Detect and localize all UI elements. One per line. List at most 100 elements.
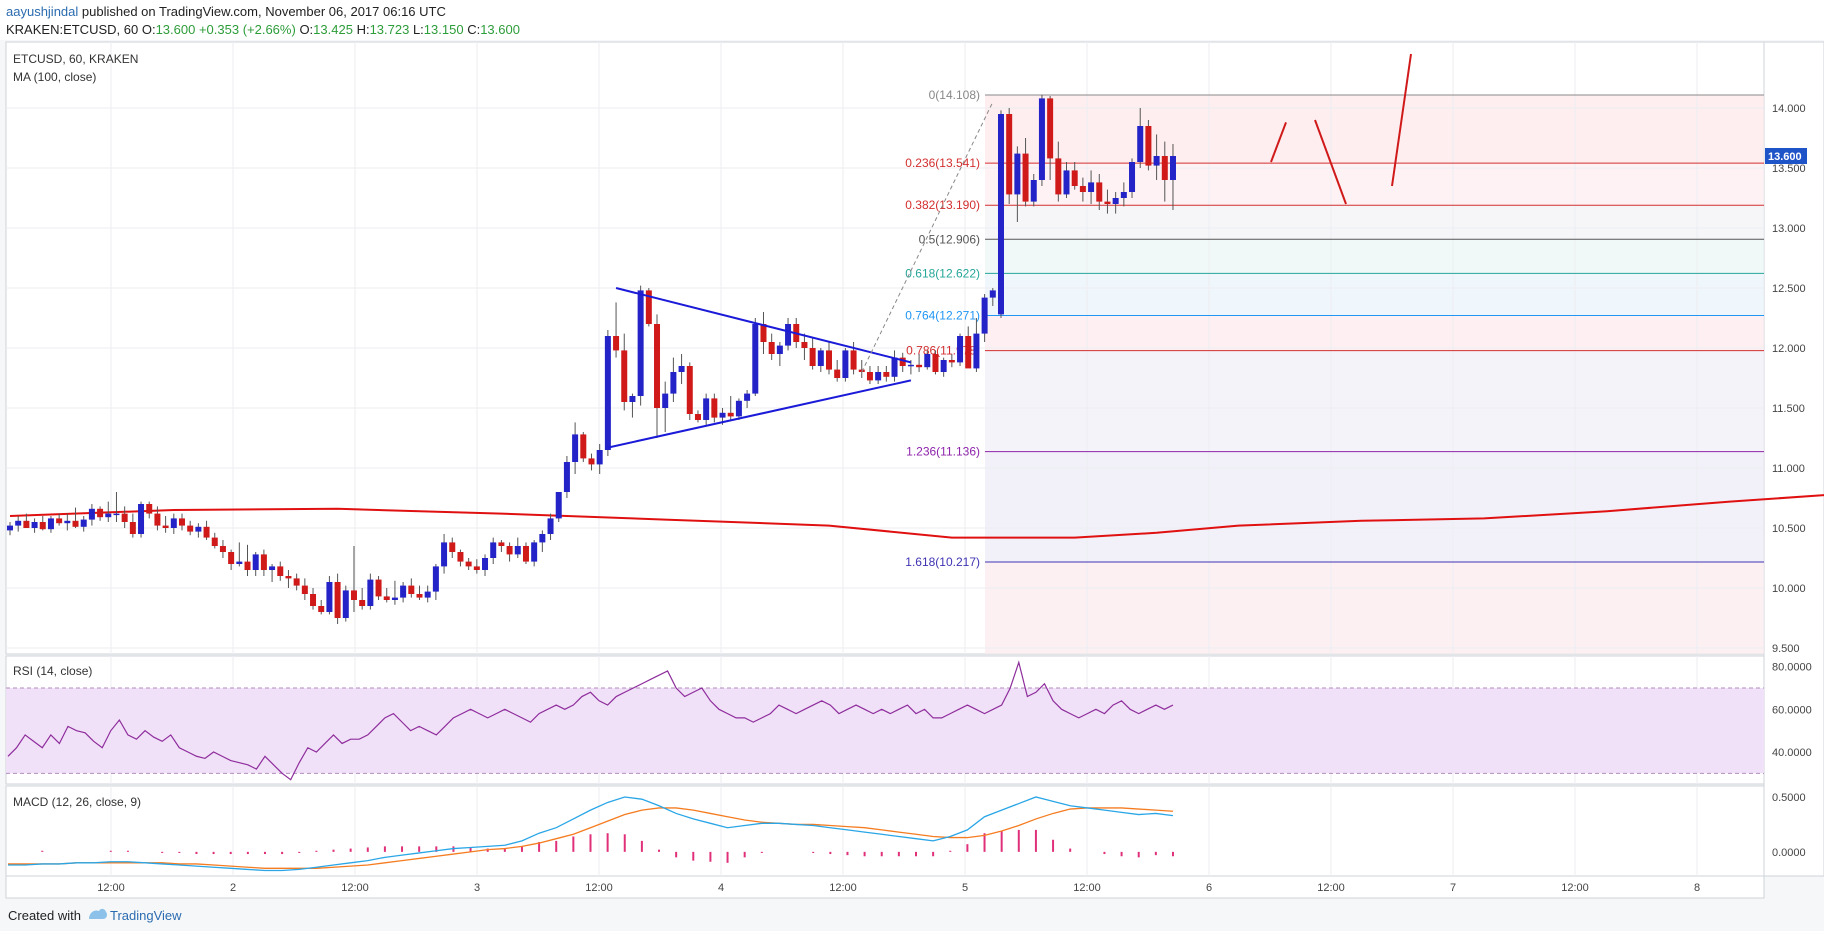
candle-body <box>39 522 46 530</box>
candle-body <box>490 542 497 558</box>
candle-body <box>760 324 767 342</box>
fib-label-0.764: 0.764(12.271) <box>905 308 980 322</box>
candle-body <box>260 554 267 570</box>
candle-body <box>285 576 292 579</box>
macd-line <box>8 796 1174 872</box>
candle-body <box>916 364 923 368</box>
candle-body <box>785 324 792 346</box>
fib-label-1.618: 1.618(10.217) <box>905 555 980 569</box>
header-bar: aayushjindal published on TradingView.co… <box>0 0 1824 40</box>
candle-body <box>1006 114 1013 195</box>
candle-body <box>965 336 972 369</box>
candle-body <box>424 591 431 598</box>
fib-zone-3 <box>985 239 1764 274</box>
candle-body <box>826 350 832 370</box>
candle-body <box>719 412 726 418</box>
time-tick-label: 12:00 <box>829 882 857 894</box>
candle-body <box>121 513 128 522</box>
candle-body <box>654 324 661 408</box>
candle-body <box>1088 182 1095 192</box>
candle-body <box>1038 98 1045 180</box>
candle-body <box>670 372 677 394</box>
candle-body <box>195 526 202 532</box>
candle-body <box>31 522 38 528</box>
candle-body <box>522 546 529 562</box>
candle-body <box>752 324 759 394</box>
candle-body <box>866 372 873 381</box>
macd-tick-label: 0.5000 <box>1772 792 1806 804</box>
candle-body <box>768 342 775 354</box>
fib-label-0: 0(14.108) <box>929 88 980 102</box>
candle-body <box>883 372 890 377</box>
open-value: 13.425 <box>313 22 353 37</box>
candle-body <box>219 546 226 552</box>
candle-body <box>588 458 595 465</box>
candle-body <box>391 597 398 600</box>
candle-body <box>555 492 562 519</box>
candle-body <box>400 585 407 598</box>
tradingview-brand[interactable]: TradingView <box>110 908 182 923</box>
candle-body <box>359 600 366 606</box>
candle-body <box>637 290 644 396</box>
macd-title: MACD (12, 26, close, 9) <box>13 795 141 809</box>
candle-body <box>244 561 251 570</box>
candle-body <box>727 412 734 417</box>
candle-body <box>7 525 13 531</box>
author-link[interactable]: aayushjindal <box>6 4 79 19</box>
candle-body <box>129 522 136 534</box>
candle-body <box>1079 186 1086 192</box>
candle-body <box>375 579 382 597</box>
ohlc-line: KRAKEN:ETCUSD, 60 O:13.600 +0.353 (+2.66… <box>6 22 520 37</box>
price-tick-label: 13.500 <box>1772 163 1806 175</box>
time-tick-label: 5 <box>962 882 968 894</box>
fib-label-1.236: 1.236(11.136) <box>906 445 980 459</box>
candle-body <box>1063 170 1070 195</box>
price-prefix: 13.600 <box>155 22 196 37</box>
price-tick-label: 10.500 <box>1772 523 1806 535</box>
time-axis-background <box>5 875 1765 899</box>
fib-zone-4 <box>985 273 1764 316</box>
candle-body <box>1055 158 1062 195</box>
fib-zone-5 <box>985 315 1764 351</box>
candle-body <box>711 398 718 418</box>
candle-body <box>293 578 300 586</box>
time-tick-label: 12:00 <box>97 882 125 894</box>
time-tick-label: 4 <box>718 882 724 894</box>
open-label: O: <box>141 22 156 37</box>
candle-body <box>834 369 841 378</box>
candle-body <box>1022 153 1029 202</box>
candle-body <box>64 520 71 524</box>
candle-body <box>498 542 505 546</box>
time-tick-label: 12:00 <box>1317 882 1345 894</box>
candle-body <box>531 542 538 562</box>
time-tick-label: 12:00 <box>1073 882 1101 894</box>
candle-body <box>211 537 218 546</box>
chart-canvas[interactable]: 12:00 2 12:00 3 12:00 4 12:00 5 12:00 6 12:00 7 12:0… <box>0 0 1824 900</box>
macd-tick-label: 0.0000 <box>1772 847 1806 859</box>
lower-trendline <box>607 379 912 449</box>
candle-body <box>162 525 169 528</box>
candle-body <box>310 594 317 606</box>
candle-body <box>342 590 349 618</box>
fib-zone-6 <box>985 350 1764 452</box>
price-tick-label: 11.000 <box>1772 463 1805 475</box>
fib-zone-2 <box>985 205 1764 240</box>
footer: Created with TradingView <box>0 900 1824 931</box>
candle-body <box>1030 180 1037 202</box>
candle-body <box>1169 156 1176 180</box>
candle-body <box>236 561 243 564</box>
fib-label-0.236: 0.236(13.541) <box>905 156 980 170</box>
candle-body <box>1014 153 1021 195</box>
time-tick-label: 3 <box>474 882 480 894</box>
time-tick-label: 7 <box>1450 882 1456 894</box>
candle-body <box>56 518 63 524</box>
candle-body <box>1104 201 1111 204</box>
projection-up-stroke <box>1270 122 1287 163</box>
price-tick-label: 12.000 <box>1772 343 1806 355</box>
candle-body <box>15 520 22 526</box>
candle-body <box>187 525 194 532</box>
candle-body <box>817 350 824 366</box>
main-legend-ma: MA (100, close) <box>13 70 96 84</box>
candle-body <box>850 350 857 370</box>
rsi-title: RSI (14, close) <box>13 664 92 678</box>
